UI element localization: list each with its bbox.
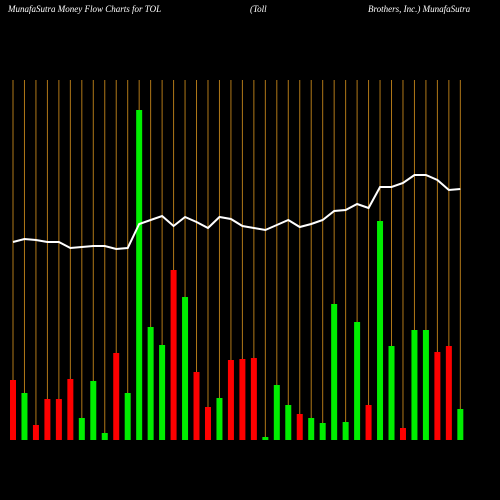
bar <box>399 428 406 440</box>
bar <box>239 359 246 440</box>
bar <box>457 409 464 440</box>
bar <box>182 297 189 440</box>
bar <box>296 414 303 440</box>
bar <box>124 393 131 440</box>
bar <box>55 399 62 440</box>
bar <box>67 379 74 440</box>
bar <box>365 405 372 440</box>
bar <box>354 322 361 440</box>
bar <box>388 346 395 440</box>
bar <box>78 418 85 440</box>
bar <box>285 405 292 440</box>
chart-subtitle-right: Brothers, Inc.) MunafaSutra <box>368 4 471 14</box>
bar <box>136 110 143 440</box>
bar <box>216 398 223 440</box>
bar <box>342 422 349 440</box>
bar <box>147 327 154 440</box>
bar <box>331 304 338 440</box>
bar <box>101 433 108 440</box>
bar <box>193 372 200 440</box>
bar <box>422 330 429 440</box>
bar <box>10 380 16 440</box>
bar <box>44 399 51 440</box>
bar <box>377 221 384 440</box>
bar <box>159 345 166 440</box>
price-line <box>12 174 461 251</box>
bar <box>273 385 280 440</box>
bar <box>90 381 97 440</box>
bar <box>411 330 418 440</box>
bar <box>113 353 120 440</box>
bar <box>227 360 234 440</box>
bar <box>434 352 441 440</box>
chart-title: MunafaSutra Money Flow Charts for TOL <box>7 4 161 14</box>
bar <box>204 407 211 440</box>
bar <box>445 346 452 440</box>
bar <box>262 437 269 440</box>
bar <box>21 393 28 440</box>
bar <box>319 423 326 440</box>
bar <box>250 358 257 440</box>
bar <box>308 418 315 440</box>
bar <box>32 425 39 440</box>
bar <box>170 270 177 440</box>
chart-subtitle: (Toll <box>250 4 267 14</box>
